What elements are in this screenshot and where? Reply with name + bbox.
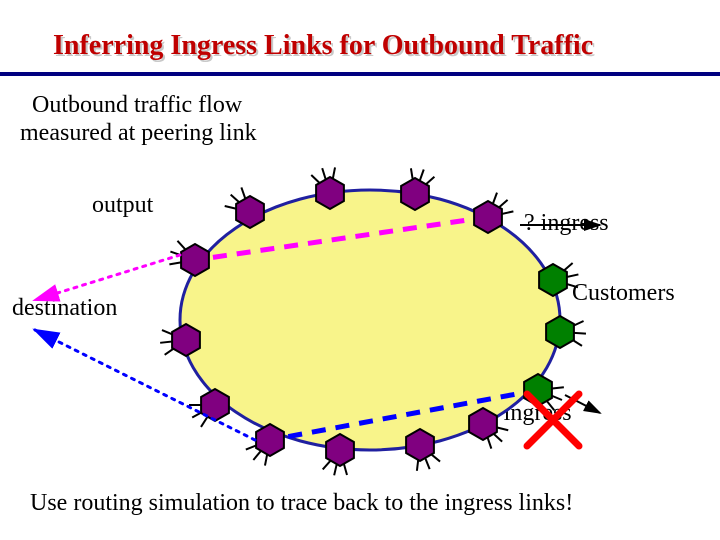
slide: Inferring Ingress Links for Outbound Tra… xyxy=(0,0,720,540)
diagram-svg xyxy=(0,0,720,540)
